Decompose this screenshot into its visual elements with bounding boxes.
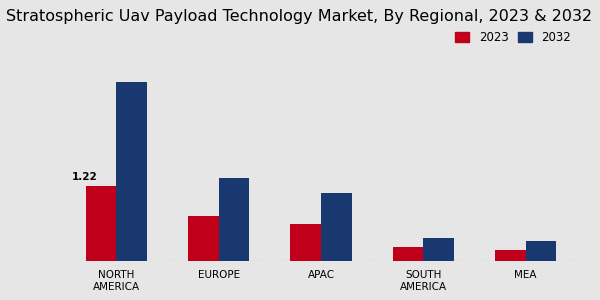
Text: 1.22: 1.22	[72, 172, 98, 182]
Bar	[188, 217, 218, 261]
Bar	[290, 224, 321, 261]
Legend: 2023, 2032: 2023, 2032	[451, 26, 576, 49]
Bar	[424, 238, 454, 261]
Bar	[321, 193, 352, 261]
Text: Stratospheric Uav Payload Technology Market, By Regional, 2023 & 2032: Stratospheric Uav Payload Technology Mar…	[6, 9, 592, 24]
Bar	[526, 241, 556, 261]
Bar	[116, 82, 147, 261]
Bar	[86, 186, 116, 261]
Bar	[495, 250, 526, 261]
Bar	[218, 178, 250, 261]
Bar	[392, 248, 424, 261]
